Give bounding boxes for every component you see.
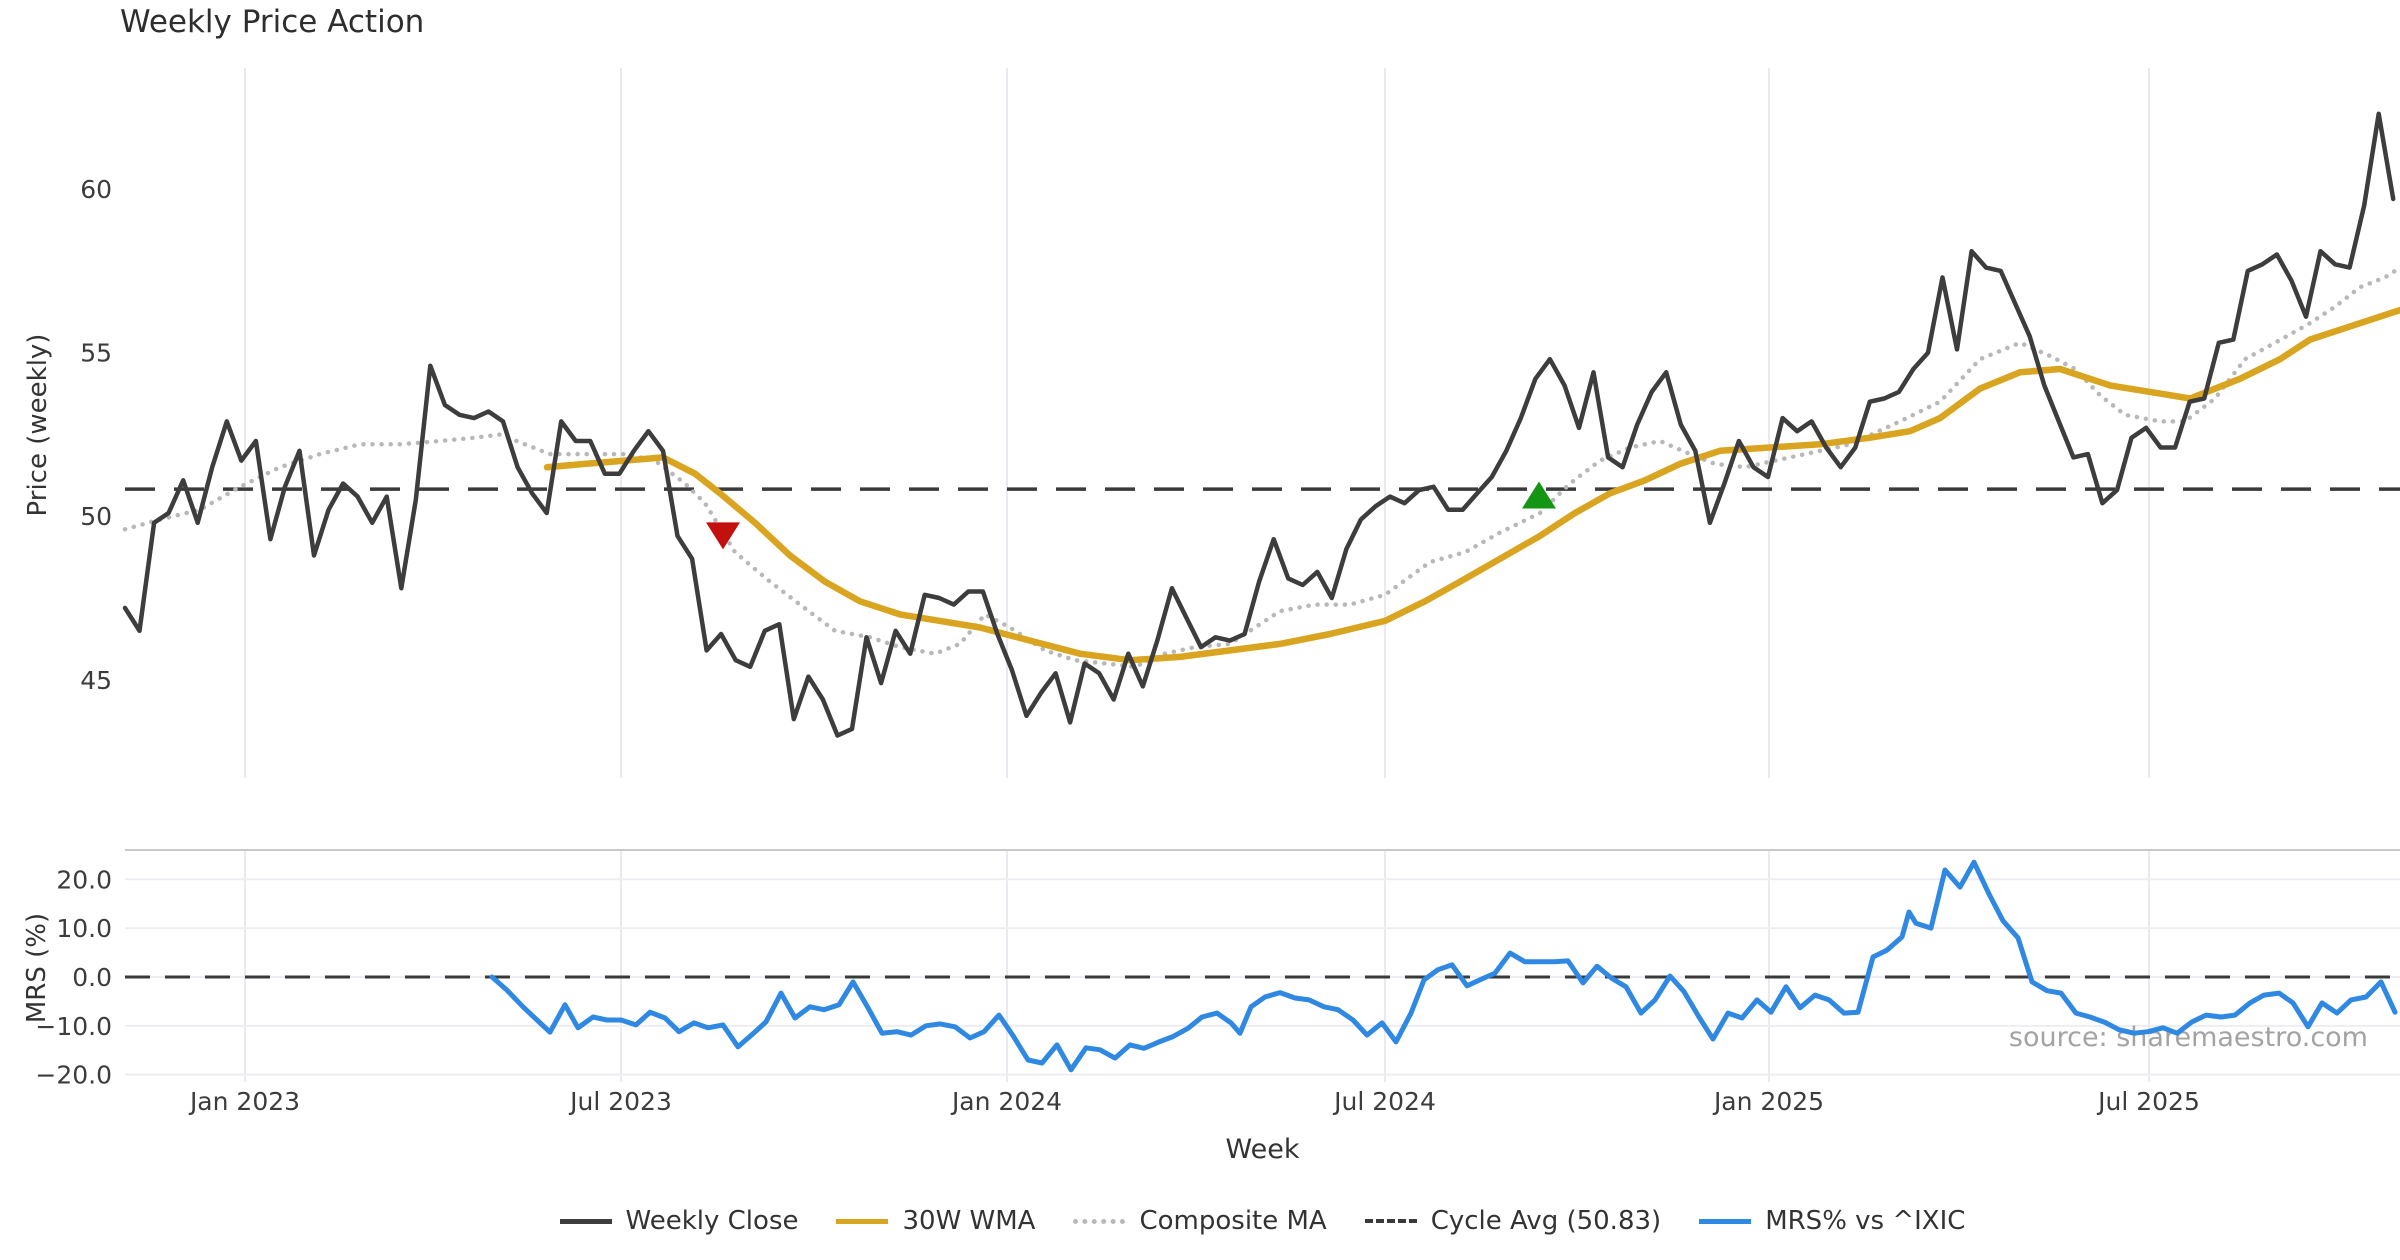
legend: Weekly Close 30W WMA Composite MA Cycle Avg…	[125, 1206, 2400, 1236]
y-tick-label: 55	[80, 339, 112, 368]
30w-wma-line	[543, 306, 2400, 664]
mrs-vs-ixic-line	[489, 859, 2398, 1073]
chart-title: Weekly Price Action	[120, 4, 425, 40]
legend-swatch-icon	[559, 1218, 612, 1224]
legend-label: Cycle Avg (50.83)	[1430, 1206, 1662, 1236]
x-tick-label: Jan 2023	[188, 1087, 300, 1116]
sell-signal-marker-icon	[706, 522, 740, 550]
y-tick-label: −10.0	[35, 1012, 112, 1041]
legend-swatch-icon	[1364, 1219, 1417, 1223]
x-tick-label: Jan 2024	[950, 1087, 1062, 1116]
legend-swatch-icon	[836, 1218, 889, 1224]
weekly-close-line	[122, 111, 2396, 738]
legend-label: 30W WMA	[902, 1206, 1036, 1236]
y-tick-label: 20.0	[56, 865, 112, 894]
y-tick-label: −20.0	[35, 1061, 112, 1090]
legend-item-mrs-vs-ixic: MRS% vs ^IXIC	[1699, 1206, 1965, 1236]
legend-item-composite-ma: Composite MA	[1073, 1206, 1327, 1236]
y-tick-label: 0.0	[72, 963, 112, 992]
x-tick-label: Jan 2025	[1712, 1087, 1824, 1116]
legend-label: Weekly Close	[625, 1206, 799, 1236]
mrs-axis-label: MRS (%)	[22, 912, 52, 1024]
x-tick-label: Jul 2025	[2096, 1087, 2200, 1116]
x-tick-label: Jul 2024	[1332, 1087, 1436, 1116]
x-axis-label: Week	[1225, 1134, 1300, 1165]
legend-item-weekly-close: Weekly Close	[559, 1206, 799, 1236]
buy-signal-marker-icon	[1522, 481, 1556, 509]
y-tick-label: 10.0	[56, 914, 112, 943]
composite-ma-line	[122, 265, 2400, 670]
legend-item-30w-wma: 30W WMA	[836, 1206, 1035, 1236]
legend-item-cycle-avg-50-83-: Cycle Avg (50.83)	[1364, 1206, 1662, 1236]
legend-label: MRS% vs ^IXIC	[1765, 1206, 1966, 1236]
x-tick-label: Jul 2023	[568, 1087, 672, 1116]
y-tick-label: 45	[80, 666, 112, 695]
legend-label: Composite MA	[1139, 1206, 1327, 1236]
legend-swatch-icon	[1699, 1218, 1752, 1224]
price-axis-label: Price (weekly)	[23, 333, 53, 517]
legend-swatch-icon	[1073, 1218, 1126, 1224]
y-tick-label: 60	[80, 175, 112, 204]
y-tick-label: 50	[80, 502, 112, 531]
